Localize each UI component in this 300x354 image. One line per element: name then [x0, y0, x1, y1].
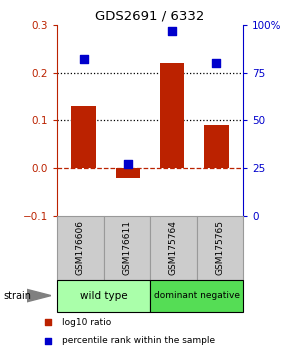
Point: [125, 161, 130, 167]
Text: strain: strain: [3, 291, 31, 301]
Text: GSM175765: GSM175765: [215, 220, 224, 275]
Point: [170, 28, 175, 33]
Text: GSM176606: GSM176606: [76, 220, 85, 275]
Text: GSM175764: GSM175764: [169, 220, 178, 275]
Bar: [71, 106, 96, 168]
Bar: [103, 216, 150, 280]
Title: GDS2691 / 6332: GDS2691 / 6332: [95, 9, 205, 22]
Bar: [57, 280, 150, 312]
Text: percentile rank within the sample: percentile rank within the sample: [62, 336, 215, 345]
Polygon shape: [27, 290, 51, 302]
Point: [46, 338, 50, 343]
Bar: [116, 168, 140, 178]
Point: [214, 60, 219, 66]
Text: log10 ratio: log10 ratio: [62, 318, 111, 327]
Text: GSM176611: GSM176611: [122, 220, 131, 275]
Bar: [196, 216, 243, 280]
Bar: [150, 280, 243, 312]
Text: wild type: wild type: [80, 291, 127, 301]
Bar: [150, 216, 196, 280]
Bar: [160, 63, 184, 168]
Point: [46, 320, 50, 325]
Bar: [204, 125, 229, 168]
Text: dominant negative: dominant negative: [154, 291, 239, 300]
Point: [81, 56, 86, 62]
Bar: [57, 216, 104, 280]
